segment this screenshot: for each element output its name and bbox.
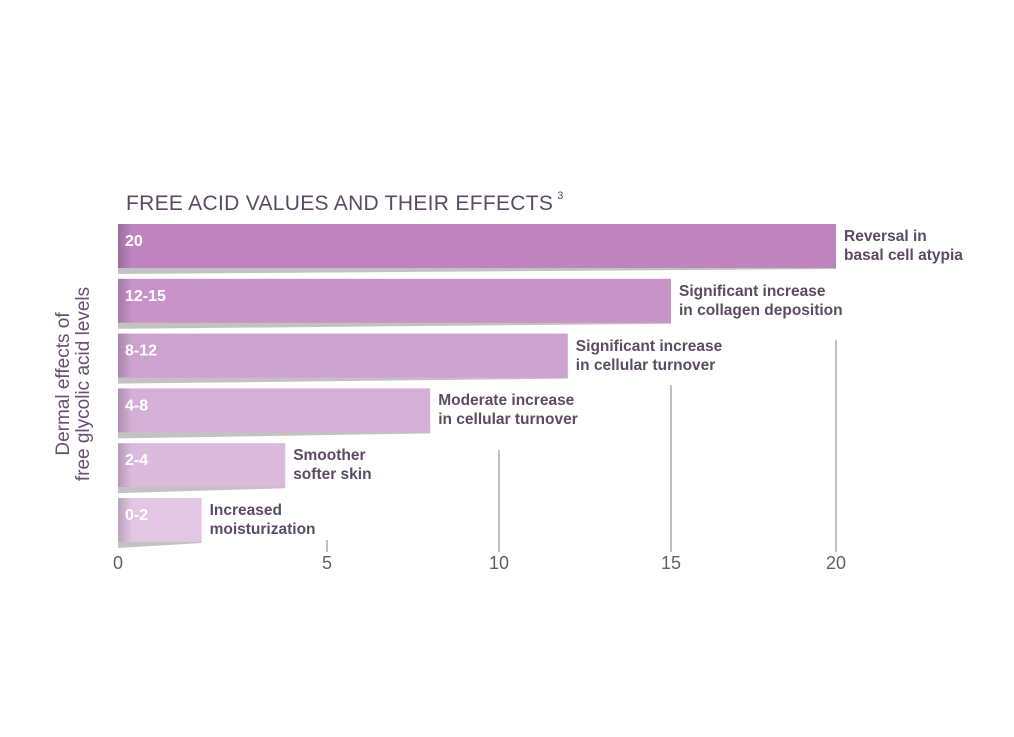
chart-title: FREE ACID VALUES AND THEIR EFFECTS 3 — [126, 190, 564, 215]
bar-annotation: Reversal in basal cell atypia — [844, 227, 963, 265]
bar-annotation-line: in collagen deposition — [679, 301, 843, 319]
title-footnote: 3 — [557, 190, 564, 202]
bar-category-label: 4-8 — [125, 397, 148, 414]
bar-annotation-line: Reversal in — [844, 228, 927, 245]
bar-edge-shade — [118, 498, 132, 542]
bar — [118, 224, 836, 268]
bar-annotation-line: in cellular turnover — [438, 411, 578, 429]
bar-annotation: Increased moisturization — [210, 501, 316, 539]
x-tick-label: 10 — [489, 553, 509, 573]
bar — [118, 388, 431, 433]
bar-annotation-line: Smoother — [293, 447, 366, 465]
bar-category-label: 20 — [125, 233, 143, 250]
bar-annotation: Smoother softer skin — [293, 446, 371, 484]
bar-annotation: Significant increase in collagen depositi… — [679, 282, 843, 320]
x-tick-label: 20 — [826, 553, 846, 573]
bar-annotation-line: softer skin — [293, 466, 372, 484]
bar-annotation-line: moisturization — [209, 521, 316, 538]
bar-edge-shade — [118, 388, 132, 433]
bar-edge-shade — [118, 278, 132, 323]
bar-annotation-line: Moderate increase — [438, 392, 575, 410]
bar — [118, 278, 671, 323]
bar-annotation-line: basal cell atypia — [844, 247, 963, 264]
bar-annotation: Significant increase in cellular turnover — [576, 337, 722, 375]
y-axis-label-line-1: Dermal effects of — [53, 312, 74, 456]
bar-annotation: Moderate increase in cellular turnover — [438, 391, 578, 429]
bar-annotation-line: in cellular turnover — [575, 356, 716, 374]
y-axis-label-line-2: free glycolic acid levels — [73, 286, 94, 482]
bar — [118, 333, 568, 378]
bar-category-label: 2-4 — [125, 452, 148, 469]
bar-edge-shade — [118, 443, 132, 488]
x-tick-label: 0 — [113, 553, 123, 573]
bar-category-label: 12-15 — [125, 288, 166, 305]
bar-annotation-line: Significant increase — [679, 282, 826, 300]
y-axis-label: Dermal effects of free glycolic acid lev… — [53, 254, 94, 514]
bar — [118, 443, 286, 488]
bar-annotation-line: Increased — [209, 502, 282, 519]
bar-category-label: 0-2 — [125, 507, 148, 524]
bar-category-label: 8-12 — [125, 343, 157, 360]
bar-edge-shade — [118, 224, 132, 268]
bar-edge-shade — [118, 333, 132, 378]
x-tick-label: 5 — [322, 553, 332, 573]
bar-annotation-line: Significant increase — [575, 337, 723, 355]
x-tick-label: 15 — [661, 553, 681, 573]
